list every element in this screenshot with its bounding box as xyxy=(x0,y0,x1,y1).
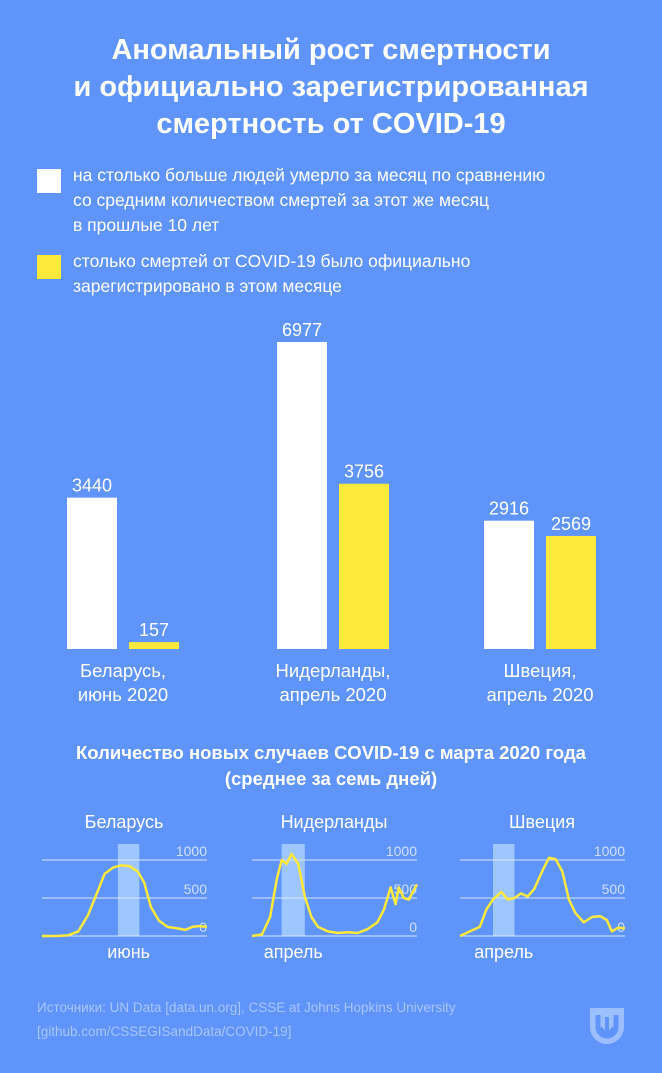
category-label-2-line-2: апрель 2020 xyxy=(487,684,594,705)
bar-0-0 xyxy=(67,497,117,649)
bar-2-1 xyxy=(546,535,596,649)
cases-line-1 xyxy=(251,852,419,938)
panel-name-0: Беларусь xyxy=(85,812,164,832)
title-line-2: и официально зарегистрированная xyxy=(73,71,589,103)
bar-chart: 3440 157 Беларусь, июнь 2020 6977 3756 Нидерла… xyxy=(67,320,596,705)
shield-arrow-logo-icon xyxy=(590,1008,624,1044)
bar-1-1 xyxy=(339,483,389,649)
legend-excess-line-3: в прошлые 10 лет xyxy=(73,215,220,235)
title-line-1: Аномальный рост смертности xyxy=(111,34,551,66)
page-title: Аномальный рост смертности и официально … xyxy=(0,32,662,143)
cases-line-0 xyxy=(42,864,208,938)
category-label-0-line-2: июнь 2020 xyxy=(78,684,168,705)
legend-covid-line-2: зарегистрировано в этом месяце xyxy=(73,276,342,296)
legend-covid-line-1: столько смертей от COVID-19 было официал… xyxy=(73,251,471,271)
bar-0-1 xyxy=(129,642,179,649)
tick-label-2-2: 1000 xyxy=(594,843,625,859)
sources: Источники: UN Data [data.un.org], CSSE a… xyxy=(37,996,456,1044)
tick-label-1-0: 0 xyxy=(409,919,417,935)
bar-1-0 xyxy=(277,342,327,649)
category-label-1-line-1: Нидерланды, xyxy=(276,660,391,681)
bar-value-1-1: 3756 xyxy=(344,462,384,482)
line-chart-title: Количество новых случаев COVID-19 с март… xyxy=(0,740,662,792)
highlight-band-0 xyxy=(117,844,140,936)
tick-label-0-2: 1000 xyxy=(176,843,207,859)
category-label-1-line-2: апрель 2020 xyxy=(280,684,387,705)
panel-name-1: Нидерланды xyxy=(281,812,388,832)
bar-value-1-0: 6977 xyxy=(282,320,322,340)
legend-covid-swatch xyxy=(37,255,61,279)
legend-covid: столько смертей от COVID-19 было официал… xyxy=(37,249,470,299)
category-label-0-line-1: Беларусь, xyxy=(80,660,166,681)
legend-excess-swatch xyxy=(37,169,61,193)
line-chart-title-line-2: (среднее за семь дней) xyxy=(224,768,438,789)
sources-line-1: Источники: UN Data [data.un.org], CSSE a… xyxy=(37,1000,456,1015)
highlight-band-2 xyxy=(493,844,515,936)
bar-value-0-1: 157 xyxy=(139,620,169,640)
bar-value-2-1: 2569 xyxy=(551,514,591,534)
sources-line-2: [github.com/CSSEGISandData/COVID-19] xyxy=(37,1024,292,1039)
legend-excess-line-2: со средним количеством смертей за этот ж… xyxy=(73,190,490,210)
legend-excess: на столько больше людей умерло за месяц … xyxy=(37,163,545,238)
bar-value-2-0: 2916 xyxy=(489,499,529,519)
month-label-0: июнь xyxy=(107,942,150,962)
line-chart-title-line-1: Количество новых случаев COVID-19 с март… xyxy=(76,742,586,763)
tick-label-0-1: 500 xyxy=(184,881,208,897)
cases-line-2 xyxy=(459,856,626,938)
month-label-1: апрель xyxy=(264,942,323,962)
tick-label-1-2: 1000 xyxy=(386,843,417,859)
category-label-2-line-1: Швеция, xyxy=(504,660,577,681)
month-label-2: апрель xyxy=(474,942,533,962)
bar-2-0 xyxy=(484,520,534,649)
legend-excess-line-1: на столько больше людей умерло за месяц … xyxy=(73,165,546,185)
panel-name-2: Швеция xyxy=(509,812,575,832)
tick-label-2-1: 500 xyxy=(602,881,626,897)
title-line-3: смертность от COVID-19 xyxy=(156,108,506,140)
bar-value-0-0: 3440 xyxy=(72,476,112,496)
